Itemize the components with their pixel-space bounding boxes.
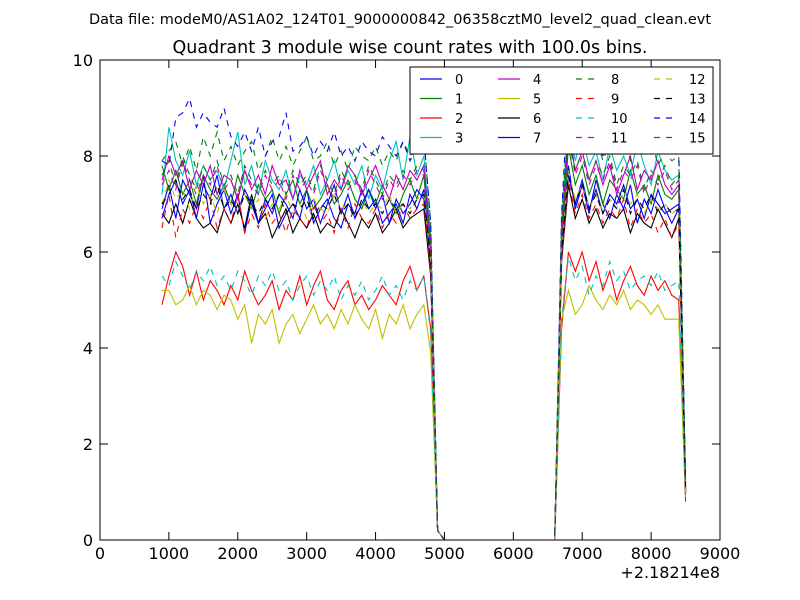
x-axis: 0 1000 2000 3000 4000 5000 6000 7000 8000 9000 xyxy=(95,60,740,563)
legend-label: 4 xyxy=(533,73,541,88)
legend-label: 9 xyxy=(611,93,619,108)
suptitle: Data file: modeM0/AS1A02_124T01_90000008… xyxy=(89,12,711,28)
series-layer xyxy=(161,88,687,541)
legend-label: 5 xyxy=(533,93,541,108)
series-line-2 xyxy=(161,250,687,541)
y-tick-label: 10 xyxy=(73,51,93,70)
legend-label: 7 xyxy=(533,132,541,147)
x-tick-label: 5000 xyxy=(424,544,465,563)
series-line-10 xyxy=(161,256,687,541)
x-tick-label: 7000 xyxy=(562,544,603,563)
legend-label: 12 xyxy=(689,73,706,88)
y-tick-label: 0 xyxy=(83,531,93,550)
y-tick-label: 2 xyxy=(83,435,93,454)
series-line-0 xyxy=(161,165,687,541)
x-tick-label: 1000 xyxy=(149,544,190,563)
legend-label: 8 xyxy=(611,73,619,88)
legend-label: 15 xyxy=(689,132,706,147)
legend-label: 3 xyxy=(455,132,463,147)
legend-label: 10 xyxy=(611,112,628,127)
series-line-6 xyxy=(161,184,687,541)
series-line-15 xyxy=(161,127,687,541)
x-tick-label: 9000 xyxy=(700,544,741,563)
legend-label: 1 xyxy=(455,93,463,108)
x-tick-label: 8000 xyxy=(631,544,672,563)
series-line-5 xyxy=(162,284,687,541)
x-tick-label: 2000 xyxy=(217,544,258,563)
y-tick-label: 8 xyxy=(83,147,93,166)
y-tick-label: 6 xyxy=(83,243,93,262)
x-tick-label: 6000 xyxy=(493,544,534,563)
legend-label: 14 xyxy=(689,112,706,127)
legend-label: 0 xyxy=(455,73,463,88)
series-line-9 xyxy=(161,179,687,541)
x-tick-label: 0 xyxy=(95,544,105,563)
y-tick-label: 4 xyxy=(83,339,93,358)
series-line-4 xyxy=(161,131,687,541)
series-line-11 xyxy=(161,136,687,541)
chart-title: Quadrant 3 module wise count rates with … xyxy=(173,38,648,58)
legend-box xyxy=(409,66,714,155)
legend-label: 11 xyxy=(611,132,628,147)
legend-label: 13 xyxy=(689,93,706,108)
legend-label: 2 xyxy=(455,112,463,127)
x-tick-label: 4000 xyxy=(355,544,396,563)
series-line-13 xyxy=(161,175,687,541)
plot-frame xyxy=(99,59,721,541)
legend-label: 6 xyxy=(533,112,541,127)
x-tick-label: 3000 xyxy=(286,544,327,563)
series-line-3 xyxy=(161,117,687,541)
x-offset-label: +2.18214e8 xyxy=(620,563,720,582)
